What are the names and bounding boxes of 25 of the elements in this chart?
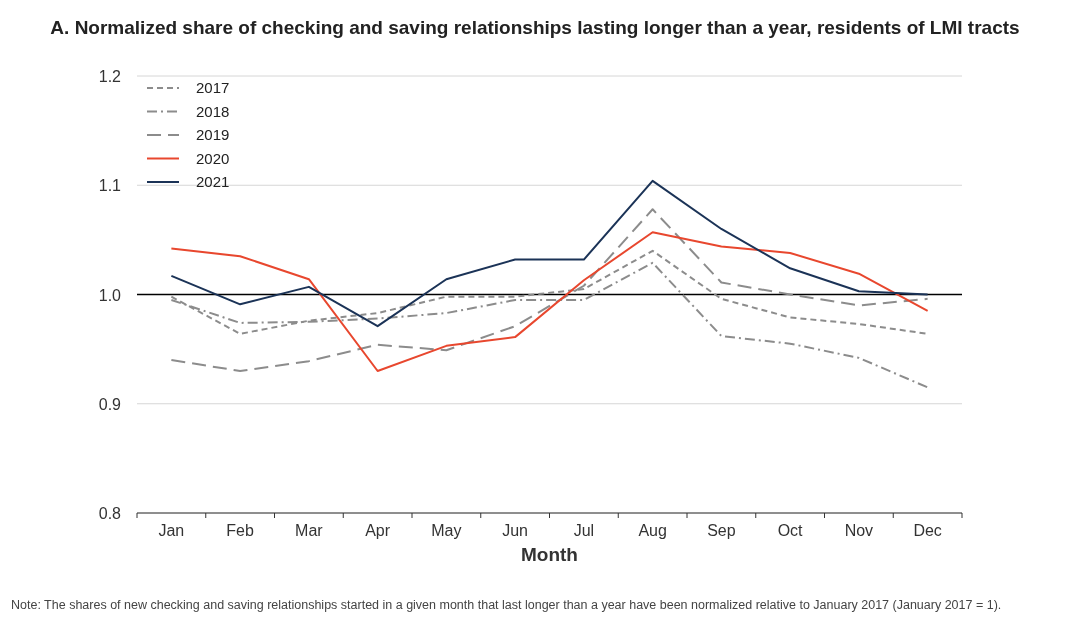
y-tick-label: 0.9 — [98, 395, 122, 413]
legend-label: 2017 — [196, 79, 230, 96]
y-tick-label: 1.1 — [98, 177, 122, 195]
y-tick-label: 0.8 — [98, 505, 122, 522]
x-tick-label: May — [431, 522, 462, 539]
x-tick-label: Nov — [844, 522, 874, 539]
x-tick-label: Aug — [638, 522, 667, 539]
x-tick-label: Jun — [502, 522, 529, 539]
y-tick-label: 1.2 — [98, 68, 122, 85]
chart-title: A. Normalized share of checking and saving relationships lasting longer than a year, residents of LMI tracts — [50, 17, 1020, 38]
legend-label: 2020 — [196, 149, 230, 167]
x-tick-label: Jan — [158, 522, 185, 539]
x-tick-label: Feb — [226, 522, 255, 539]
y-tick-label: 1.0 — [98, 286, 122, 304]
x-tick-label: Mar — [295, 522, 324, 539]
x-tick-label: Dec — [913, 522, 942, 539]
x-tick-label: Sep — [707, 522, 736, 539]
x-tick-label: Jul — [573, 522, 595, 539]
x-tick-label: Oct — [777, 522, 804, 539]
x-axis-title: Month — [521, 544, 578, 565]
legend-label: 2021 — [196, 173, 230, 190]
legend-label: 2019 — [196, 126, 230, 143]
x-tick-label: Apr — [365, 522, 391, 539]
legend-label: 2018 — [196, 102, 230, 120]
text: Note: The shares of new checking and saving relationships started in a given month that last longer than a year have been normalized relative to January 2017 (January 2017 = 1). — [11, 598, 1002, 612]
